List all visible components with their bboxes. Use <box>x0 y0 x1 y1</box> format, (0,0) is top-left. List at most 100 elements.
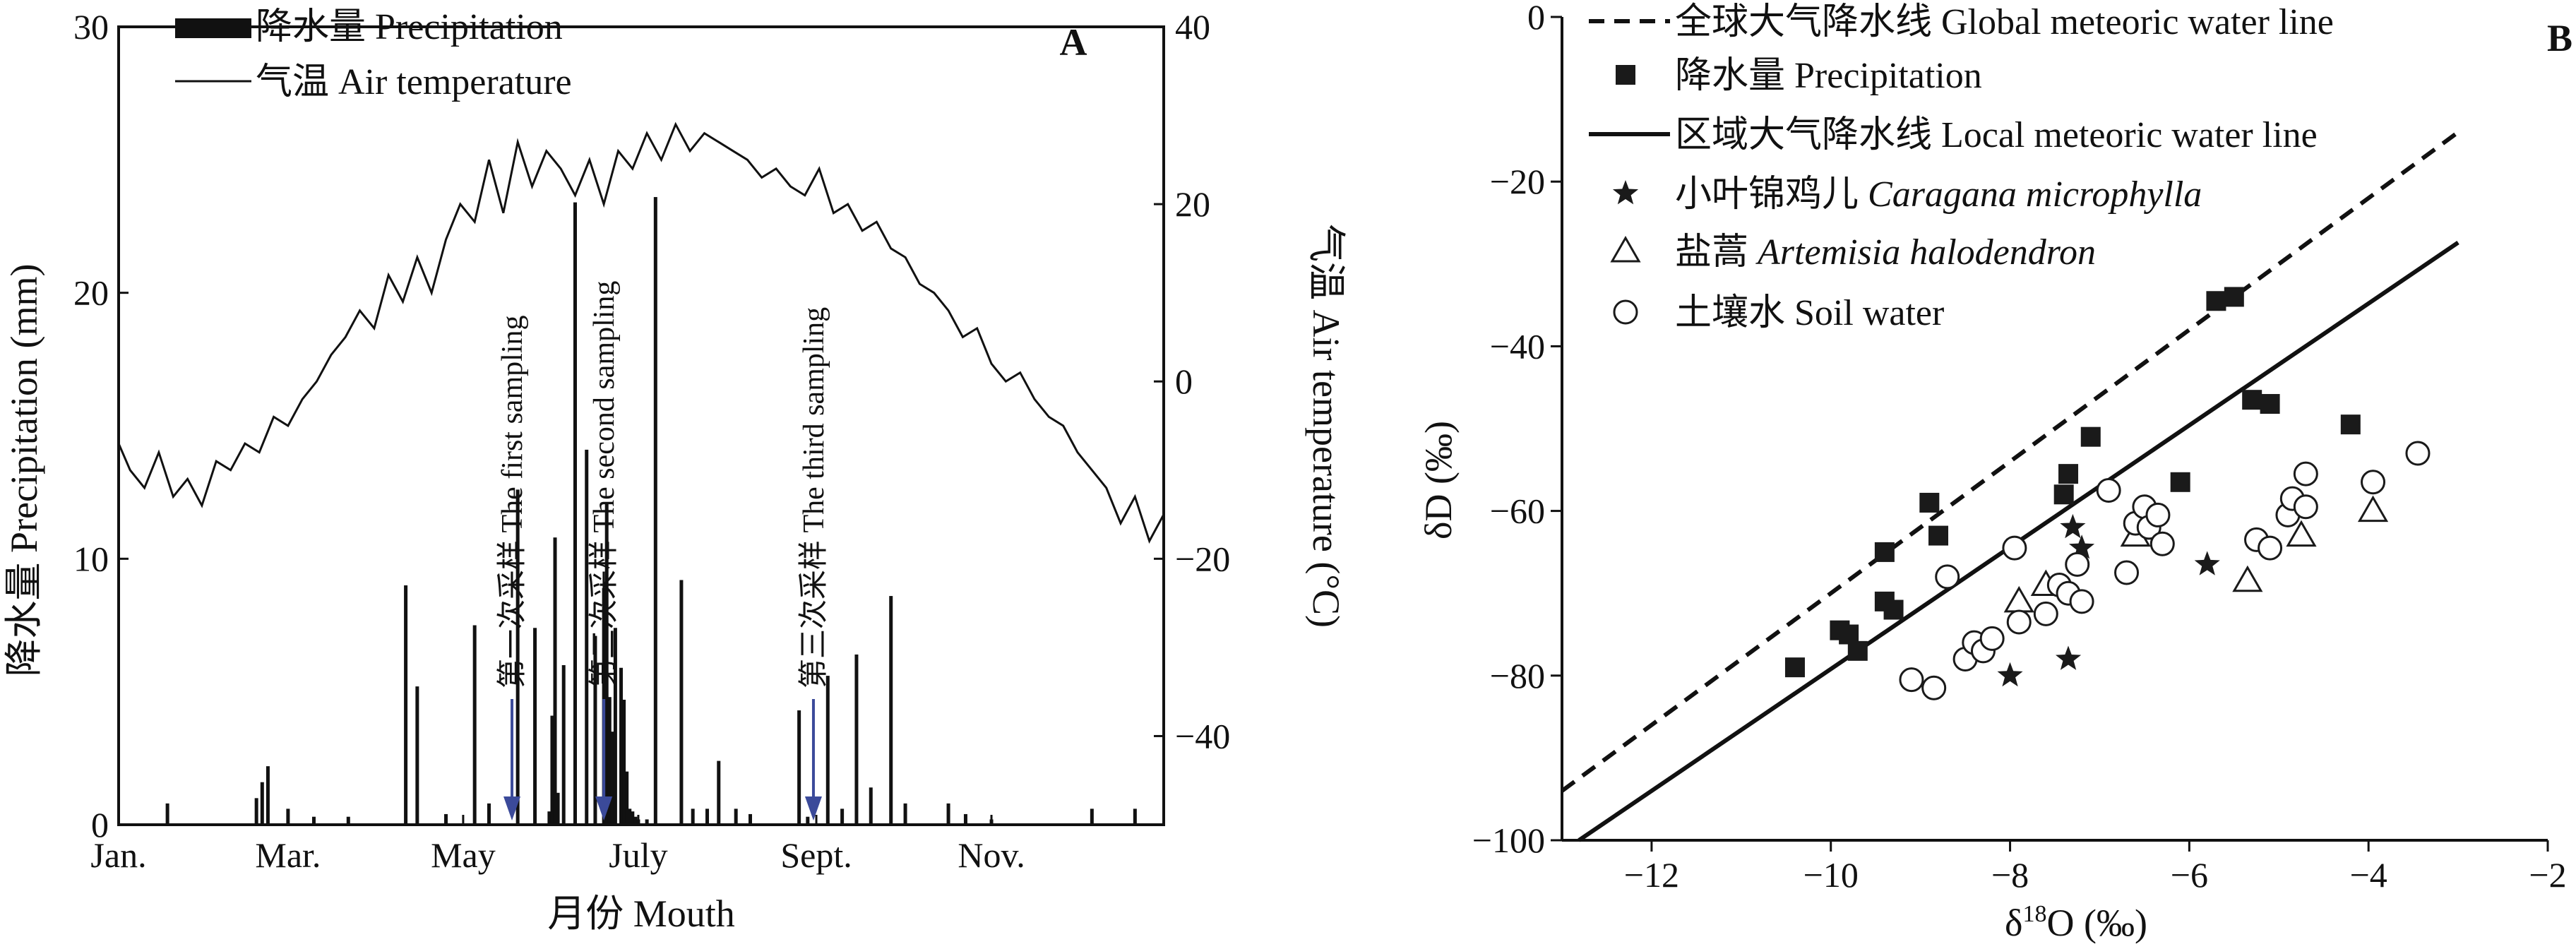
precipitation-bar <box>1090 808 1094 825</box>
circle-point <box>2096 477 2121 503</box>
legend-star-swatch <box>1612 180 1639 205</box>
triangle-point <box>2003 585 2034 613</box>
y-tick-label-b: −100 <box>1472 820 1545 860</box>
x-tick-label-b: −6 <box>2171 855 2208 895</box>
precipitation-bar <box>631 811 635 825</box>
precipitation-bar <box>553 537 557 825</box>
star-point <box>2056 645 2082 670</box>
x-tick-label-b: −2 <box>2529 855 2566 895</box>
precipitation-bar <box>556 792 560 825</box>
circle-point <box>2114 560 2140 585</box>
square-point <box>2170 472 2190 492</box>
sampling-arrow-head <box>595 796 613 820</box>
square-point <box>1928 525 1949 546</box>
square-point <box>1784 657 1805 678</box>
x-tick-label-b: −10 <box>1803 855 1859 895</box>
square-point <box>1874 542 1895 562</box>
circle-point <box>2293 494 2318 520</box>
legend-square-swatch <box>1616 65 1635 85</box>
precipitation-bar <box>619 667 624 825</box>
precipitation-bar <box>653 197 657 825</box>
square-point <box>1919 492 1940 513</box>
precipitation-bar <box>311 816 316 825</box>
precipitation-bar <box>613 628 617 825</box>
precipitation-bar <box>561 665 566 825</box>
legend-label: 降水量 Precipitation <box>256 7 563 47</box>
legend-label: 全球大气降水线 Global meteoric water line <box>1675 2 2334 42</box>
legend-a: 降水量 Precipitation 气温 Air temperature <box>175 7 572 102</box>
precipitation-bar <box>547 811 551 825</box>
legend-label: 区域大气降水线 Local meteoric water line <box>1675 115 2318 155</box>
x-tick-label-a: Mar. <box>255 835 321 875</box>
panel-label-a: A <box>1060 21 1087 64</box>
precipitation-bar <box>734 808 738 825</box>
y-tick-label-left: 10 <box>73 539 109 578</box>
global-meteoric-water-line <box>1561 130 2459 793</box>
legend-label-text: 小叶锦鸡儿 <box>1675 174 1868 215</box>
x-tick-label-a: July <box>609 835 667 875</box>
precipitation-bar <box>625 771 629 825</box>
y-tick-label-b: −80 <box>1490 656 1545 696</box>
y-tick-label-b: −20 <box>1490 162 1545 201</box>
y-tick-label-left: 20 <box>73 273 109 313</box>
legend-circle-swatch <box>1613 299 1638 325</box>
precipitation-bar <box>691 808 695 825</box>
precipitation-bar <box>806 816 810 825</box>
y-tick-label-b: −60 <box>1490 491 1545 531</box>
precipitation-bar <box>963 813 967 825</box>
precipitation-bar <box>717 760 721 825</box>
precipitation-bar <box>679 580 684 825</box>
x-tick-label-b: −8 <box>1991 855 2029 895</box>
circle-point <box>2002 535 2027 561</box>
precipitation-bar <box>472 625 477 825</box>
y-tick-label-right: −20 <box>1175 539 1230 578</box>
precipitation-bar <box>610 732 614 825</box>
square-point <box>2340 414 2361 435</box>
sampling-label: 第一次采样 The first sampling <box>496 316 529 688</box>
legend-label-text: 盐蒿 <box>1675 232 1758 273</box>
legend-b: 全球大气降水线 Global meteoric water line 降水量 Pr… <box>1589 2 2334 333</box>
y-tick-label-left: 30 <box>73 7 109 47</box>
legend-label-text: 土壤水 Soil water <box>1675 293 1944 333</box>
circle-point <box>1899 667 1924 693</box>
precipitation-bar <box>404 585 408 825</box>
sampling-arrow-head <box>804 796 822 820</box>
precipitation-bar <box>487 803 491 825</box>
legend-label: 降水量 Precipitation <box>1675 56 1982 96</box>
legend-label: 盐蒿 Artemisia halodendron <box>1675 232 2096 273</box>
panel-a: Jan. Mar. May July Sept. Nov. 0 10 20 30 −40 −20 0 20… <box>3 7 1347 935</box>
sampling-arrow-head <box>503 796 521 820</box>
precipitation-bar <box>633 816 638 825</box>
legend-label-text: 全球大气降水线 Global meteoric water line <box>1675 2 2334 42</box>
precipitation-bar <box>254 798 258 825</box>
star-point <box>2194 551 2220 575</box>
y-tick-label-right: 0 <box>1175 362 1193 401</box>
y-axis-label-b: δD (‰) <box>1417 421 1460 539</box>
precipitation-bar <box>346 816 350 825</box>
star-point <box>2060 513 2086 539</box>
precipitation-bar <box>260 782 264 825</box>
y-tick-label-b: −40 <box>1490 326 1545 366</box>
precipitation-bar <box>889 596 893 825</box>
precipitation-bar <box>444 813 448 825</box>
legend-triangle-swatch <box>1610 235 1641 263</box>
x-tick-label-a: May <box>431 835 496 875</box>
precipitation-bar <box>573 202 577 825</box>
precipitation-bar <box>749 813 753 825</box>
precipitation-bar <box>533 628 537 825</box>
triangle-point <box>2357 495 2389 523</box>
y-axis-label-left: 降水量 Precipitation (mm) <box>3 264 45 677</box>
circle-point <box>2258 535 2283 561</box>
legend-label: 气温 Air temperature <box>256 62 572 102</box>
sampling-annotations: 第一次采样 The first sampling 第二次采样 The second… <box>496 281 830 820</box>
star-point <box>2069 535 2095 559</box>
legend-bar-swatch <box>175 18 251 38</box>
square-point <box>2080 426 2101 447</box>
legend-label: 小叶锦鸡儿 Caragana microphylla <box>1675 174 2202 215</box>
x-tick-label-a: Jan. <box>90 835 146 875</box>
sampling-label: 第三次采样 The third sampling <box>798 307 830 688</box>
circle-point <box>1935 564 1960 590</box>
plot-frame-a <box>117 25 1165 826</box>
precipitation-bar <box>165 803 169 825</box>
